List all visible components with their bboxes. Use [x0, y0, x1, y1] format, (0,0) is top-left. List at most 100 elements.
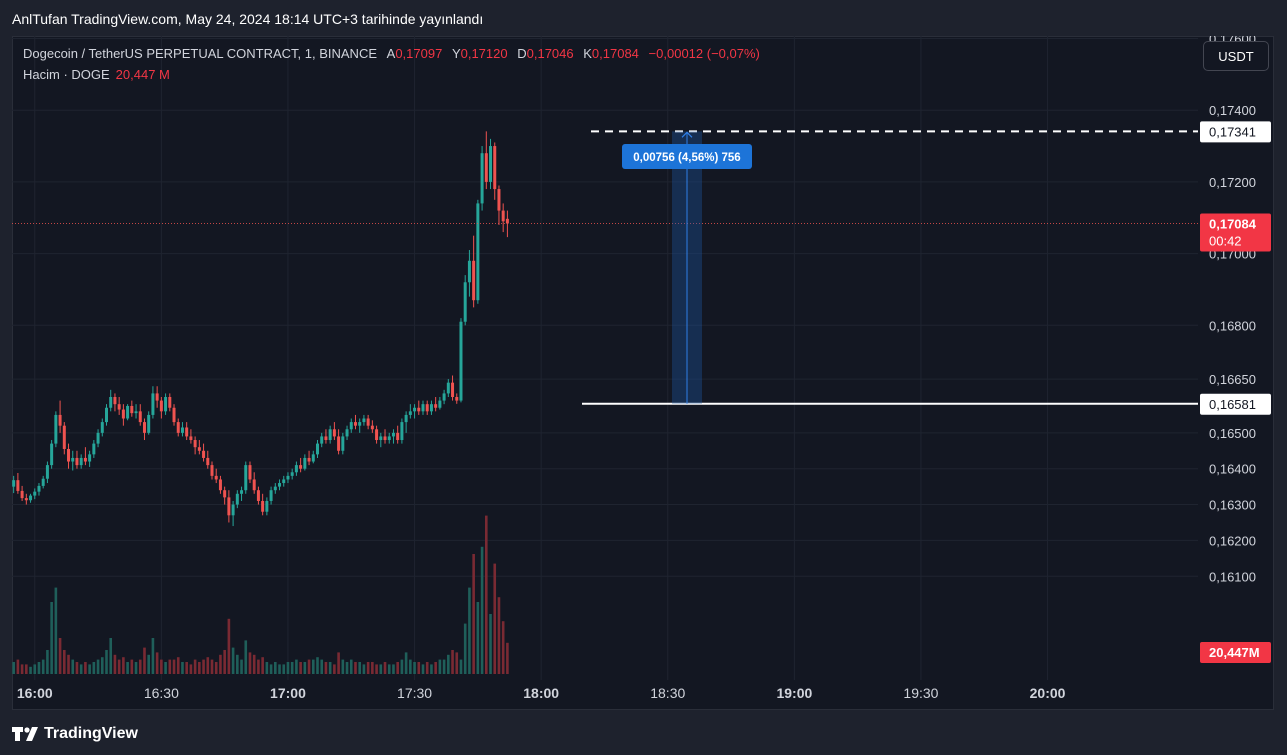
candle-body — [189, 436, 193, 441]
candle-body — [299, 465, 303, 469]
symbol-title[interactable]: Dogecoin / TetherUS PERPETUAL CONTRACT, … — [23, 46, 378, 61]
volume-bar — [122, 657, 125, 674]
candle-body — [126, 405, 130, 419]
candle-body — [83, 457, 87, 462]
volume-bar — [311, 659, 315, 674]
volume-bar — [324, 662, 328, 674]
volume-bar — [181, 662, 184, 674]
price-tick-label: 0,16100 — [1209, 569, 1256, 584]
time-tick-label: 16:00 — [17, 685, 53, 701]
volume-bar — [413, 662, 416, 674]
price-chart[interactable]: 0,00756 (4,56%) 756 0,176000,174000,1720… — [12, 36, 1274, 710]
candle-body — [92, 443, 96, 455]
volume-bar — [223, 650, 226, 674]
volume-bar — [176, 657, 180, 674]
volume-value: 20,447 M — [115, 67, 170, 82]
volume-bar — [155, 652, 159, 674]
volume-badge — [1200, 642, 1271, 663]
open-label: A — [386, 46, 396, 61]
candle-body — [121, 409, 125, 419]
candle-body — [417, 407, 421, 412]
level-label-box — [1200, 121, 1271, 143]
candle-body — [459, 321, 463, 401]
price-tick-label: 0,16500 — [1209, 426, 1256, 441]
price-tick-label: 0,17400 — [1209, 103, 1256, 118]
volume-bar — [63, 650, 66, 674]
volume-bar — [41, 659, 45, 674]
volume-bar — [333, 664, 336, 674]
drawings: 0,00756 (4,56%) 756 — [12, 130, 1198, 405]
low-label: D — [517, 46, 527, 61]
candle-body — [379, 436, 383, 441]
volume-bar — [71, 659, 75, 674]
volume-label[interactable]: Hacim · DOGE — [23, 67, 110, 82]
volume-bar — [463, 623, 467, 674]
volume-bar — [84, 662, 87, 674]
price-tick-label: 0,17200 — [1209, 175, 1256, 190]
volume-bar — [20, 664, 24, 674]
candle-body — [240, 490, 244, 494]
candle-body — [147, 414, 151, 433]
candle-body — [79, 457, 83, 466]
measure-label-box — [622, 144, 752, 169]
candle-body — [62, 425, 66, 449]
volume-bar — [320, 659, 324, 674]
volume-bar — [282, 664, 286, 674]
candle-body — [252, 479, 256, 491]
volume-bar — [151, 638, 155, 674]
volume-bar — [278, 664, 281, 674]
candle-body — [362, 418, 366, 423]
volume-bar — [100, 657, 104, 674]
current-price-label: 0,17084 — [1209, 216, 1257, 231]
candle-body — [180, 427, 184, 433]
candle-body — [303, 457, 307, 469]
volume-bar — [202, 659, 205, 674]
ohlc-legend: Dogecoin / TetherUS PERPETUAL CONTRACT, … — [23, 46, 760, 61]
candle-body — [404, 414, 408, 423]
candle-body — [261, 500, 265, 512]
candle-body — [231, 504, 235, 516]
volume-bar — [366, 662, 370, 674]
candle-body — [193, 440, 197, 448]
candle-body — [185, 427, 189, 437]
volume-bar — [257, 659, 260, 674]
change-value: −0,00012 (−0,07%) — [648, 46, 760, 61]
candle-body — [396, 432, 400, 441]
candle-body — [58, 414, 62, 426]
candle-body — [223, 490, 227, 498]
volume-bar — [371, 662, 374, 674]
volume-bar — [261, 657, 264, 674]
volume-bar — [286, 662, 290, 674]
time-tick-label: 19:30 — [903, 685, 938, 701]
candle-body — [311, 454, 315, 462]
candle-body — [117, 404, 121, 410]
volume-bar — [459, 659, 463, 674]
candle-body — [320, 436, 324, 444]
volume-bar — [265, 662, 269, 674]
tradingview-logo-icon — [12, 727, 38, 741]
candle-body — [324, 436, 328, 441]
candle-body — [214, 475, 218, 480]
volume-bar — [442, 659, 446, 674]
candle-body — [88, 454, 92, 462]
candle-body — [286, 475, 290, 480]
volume-bar — [485, 515, 488, 674]
time-tick-label: 17:30 — [397, 685, 432, 701]
candle-body — [345, 429, 349, 437]
candle-body — [159, 400, 163, 412]
candle-body — [54, 414, 58, 444]
candle-body — [138, 411, 142, 423]
candle-body — [269, 490, 273, 501]
volume-bar — [50, 602, 53, 674]
volume-bar — [185, 662, 188, 674]
volume-bar — [375, 664, 378, 674]
volume-bar — [383, 662, 387, 674]
volume-bar — [358, 662, 361, 674]
volume-bar — [29, 666, 32, 674]
volume-bar — [88, 664, 91, 674]
volume-bar — [160, 659, 163, 674]
candle-body — [67, 448, 71, 462]
volume-bar — [75, 662, 79, 674]
currency-button[interactable]: USDT — [1203, 41, 1269, 71]
candle-body — [353, 422, 357, 426]
